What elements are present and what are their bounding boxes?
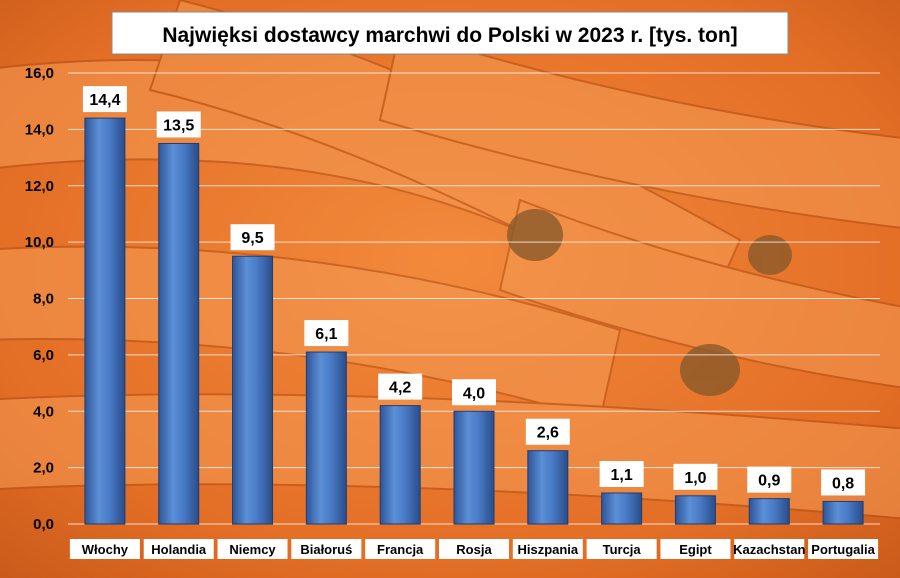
y-tick-label: 14,0 bbox=[25, 121, 54, 138]
data-label-box bbox=[525, 418, 570, 445]
data-label: 9,5 bbox=[230, 224, 275, 251]
data-label-text: 14,4 bbox=[89, 92, 120, 109]
bar bbox=[527, 450, 569, 525]
x-tick-label: Niemcy bbox=[217, 539, 288, 559]
data-label-text: 6,1 bbox=[315, 326, 337, 343]
y-tick-label: 10,0 bbox=[25, 234, 54, 251]
x-tick-label-text: Turcja bbox=[603, 542, 642, 557]
x-tick-label-text: Włochy bbox=[82, 542, 129, 557]
bar bbox=[232, 255, 274, 525]
x-tick-label-text: Rosja bbox=[456, 542, 492, 557]
y-tick-label: 0,0 bbox=[33, 516, 54, 533]
x-tick-label-box bbox=[143, 539, 214, 559]
x-tick-label-box bbox=[291, 539, 362, 559]
bar bbox=[453, 410, 495, 525]
data-label-text: 13,5 bbox=[163, 117, 194, 134]
data-label-box bbox=[156, 111, 201, 138]
y-tick-label: 8,0 bbox=[33, 291, 54, 308]
data-label: 2,6 bbox=[525, 418, 570, 445]
data-labels: 14,4 13,5 9,5 6,1 4,2 4,0 2,6 1,1 1,0 0,9 0,8 bbox=[82, 86, 866, 496]
data-label-box bbox=[673, 463, 718, 490]
y-tick-label: 16,0 bbox=[25, 65, 54, 82]
bars bbox=[84, 117, 864, 525]
y-tick-label: 6,0 bbox=[33, 347, 54, 364]
x-tick-label-box bbox=[660, 539, 731, 559]
bar bbox=[601, 492, 643, 525]
chart-title: Najwięksi dostawcy marchwi do Polski w 2… bbox=[162, 24, 737, 47]
data-label-text: 9,5 bbox=[241, 230, 263, 247]
data-label: 0,9 bbox=[747, 466, 792, 493]
bar bbox=[379, 405, 421, 525]
x-tick-label: Włochy bbox=[69, 539, 140, 559]
data-label-box bbox=[230, 224, 275, 251]
y-tick-label: 12,0 bbox=[25, 178, 54, 195]
data-label-box bbox=[82, 86, 127, 113]
data-label-text: 4,2 bbox=[389, 380, 411, 397]
x-tick-label-text: Kazachstan bbox=[733, 542, 805, 557]
x-tick-label-text: Portugalia bbox=[811, 542, 875, 557]
data-label-text: 2,6 bbox=[537, 425, 559, 442]
bar bbox=[748, 498, 790, 525]
data-label: 1,1 bbox=[599, 460, 644, 487]
x-tick-label: Francja bbox=[365, 539, 436, 559]
x-axis-labels: Włochy Holandia Niemcy Białoruś Francja Rosja… bbox=[69, 539, 879, 559]
y-tick-label: 2,0 bbox=[33, 460, 54, 477]
x-tick-label-text: Holandia bbox=[151, 542, 207, 557]
x-tick-label: Rosja bbox=[439, 539, 509, 559]
data-label-text: 1,1 bbox=[611, 467, 633, 484]
data-label-box bbox=[599, 460, 644, 487]
data-label-box bbox=[821, 469, 866, 496]
data-label-box bbox=[378, 373, 423, 400]
data-label: 14,4 bbox=[82, 86, 127, 113]
x-tick-label-text: Hiszpania bbox=[517, 542, 578, 557]
data-label-text: 0,9 bbox=[758, 473, 780, 490]
data-label-box bbox=[747, 466, 792, 493]
x-tick-label-box bbox=[439, 539, 509, 559]
x-tick-label: Kazachstan bbox=[733, 539, 805, 559]
bar bbox=[158, 142, 200, 525]
x-tick-label-box bbox=[586, 539, 657, 559]
x-tick-label-text: Niemcy bbox=[229, 542, 276, 557]
x-tick-label-box bbox=[512, 539, 583, 559]
data-label-text: 4,0 bbox=[463, 385, 485, 402]
data-label: 13,5 bbox=[156, 111, 201, 138]
x-tick-label-box bbox=[365, 539, 436, 559]
data-label-box bbox=[452, 379, 496, 406]
x-tick-label-text: Egipt bbox=[679, 542, 712, 557]
x-tick-label-box bbox=[69, 539, 140, 559]
x-tick-label: Portugalia bbox=[808, 539, 879, 559]
data-label: 1,0 bbox=[673, 463, 718, 490]
data-label-box bbox=[304, 320, 349, 347]
data-label: 4,0 bbox=[452, 379, 496, 406]
bar bbox=[305, 351, 347, 525]
bar bbox=[822, 500, 864, 525]
x-tick-label: Holandia bbox=[143, 539, 214, 559]
data-label: 0,8 bbox=[821, 469, 866, 496]
data-label-text: 0,8 bbox=[832, 475, 854, 492]
data-label-text: 1,0 bbox=[684, 470, 706, 487]
y-tick-label: 4,0 bbox=[33, 403, 54, 420]
x-tick-label: Hiszpania bbox=[512, 539, 583, 559]
x-tick-label: Turcja bbox=[586, 539, 657, 559]
x-tick-label-text: Francja bbox=[377, 542, 424, 557]
bar bbox=[84, 117, 126, 525]
chart-title-box: Najwięksi dostawcy marchwi do Polski w 2… bbox=[111, 11, 789, 55]
data-label: 4,2 bbox=[378, 373, 423, 400]
x-tick-label-box bbox=[734, 539, 805, 559]
bar bbox=[674, 495, 716, 525]
x-tick-label: Egipt bbox=[660, 539, 731, 559]
x-tick-label-text: Białoruś bbox=[300, 542, 352, 557]
x-tick-label: Białoruś bbox=[291, 539, 362, 559]
data-label: 6,1 bbox=[304, 320, 349, 347]
y-axis: 0,0 2,0 4,0 6,0 8,0 10,0 12,0 14,0 16,0 bbox=[25, 65, 54, 533]
x-tick-label-box bbox=[808, 539, 879, 559]
x-tick-label-box bbox=[217, 539, 288, 559]
